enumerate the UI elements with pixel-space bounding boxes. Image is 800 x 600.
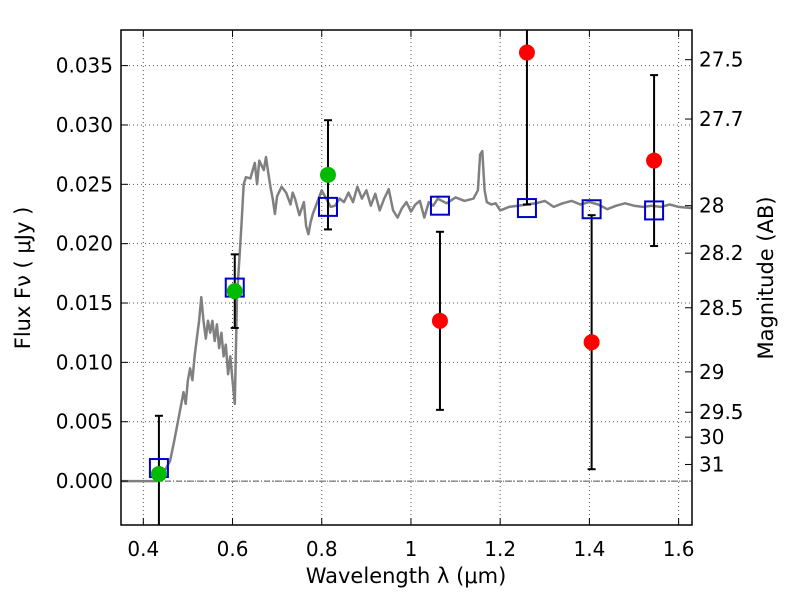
x-tick-label: 1.2: [484, 537, 516, 561]
x-axis-title: Wavelength λ (μm): [306, 564, 507, 588]
y-tick-label: 0.025: [56, 172, 113, 196]
y-tick-label: 0.035: [56, 54, 113, 78]
model-square-marker: [317, 196, 338, 217]
plot-series: [121, 30, 692, 525]
plot-frame: [120, 29, 693, 526]
x-tick-label: 0.4: [127, 537, 159, 561]
green-data-point: [319, 166, 336, 183]
magnitude-tick-label: 29: [699, 360, 724, 384]
magnitude-tick-label: 28.2: [699, 241, 744, 265]
gridlines: [121, 30, 692, 525]
magnitude-tick-label: 29.5: [699, 400, 744, 424]
magnitude-tick-label: 27.7: [699, 107, 744, 131]
plot-background: [121, 30, 692, 525]
model-square-marker: [516, 198, 537, 219]
y-tick-label: 0.010: [56, 350, 113, 374]
x-tick-label: 0.8: [306, 537, 338, 561]
magnitude-tick-label: 28: [699, 194, 724, 218]
x-tick-label: 1.4: [573, 537, 605, 561]
x-tick-label: 1: [405, 537, 418, 561]
y-axis-title: Flux Fν ( μJy ): [11, 207, 35, 350]
x-tick-label: 0.6: [217, 537, 249, 561]
red-data-point: [583, 334, 600, 351]
y2-axis-title: Magnitude (AB): [754, 196, 778, 359]
axis-ticks: [121, 30, 692, 525]
axis-tick-labels: 0.4 0.6 0.8 1 1.2 1.4 1.6 0.000 0.005 0.010 0.015 0…: [56, 48, 744, 561]
y-tick-label: 0.015: [56, 291, 113, 315]
red-data-point: [431, 312, 448, 329]
y-tick-label: 0.000: [56, 469, 113, 493]
green-data-point: [226, 283, 243, 300]
observed-markers: [150, 44, 663, 482]
model-square-marker: [429, 195, 450, 216]
red-data-point: [518, 44, 535, 61]
y-tick-label: 0.005: [56, 410, 113, 434]
magnitude-tick-label: 27.5: [699, 48, 744, 72]
green-data-point: [150, 465, 167, 482]
magnitude-tick-label: 28.5: [699, 296, 744, 320]
x-tick-label: 1.6: [663, 537, 695, 561]
y-tick-label: 0.030: [56, 113, 113, 137]
model-square-marker: [644, 200, 665, 221]
model-markers: [148, 195, 665, 479]
magnitude-tick-label: 31: [699, 452, 724, 476]
red-data-point: [646, 152, 663, 169]
spectrum-line: [121, 149, 692, 483]
y-tick-label: 0.020: [56, 232, 113, 256]
magnitude-tick-label: 30: [699, 425, 724, 449]
model-square-marker: [581, 199, 602, 220]
